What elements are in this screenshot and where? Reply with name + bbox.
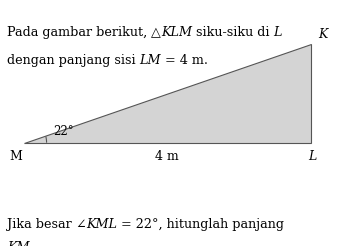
- Text: siku-siku di: siku-siku di: [192, 26, 273, 39]
- Text: Pada gambar berikut,: Pada gambar berikut,: [7, 26, 151, 39]
- Text: KML: KML: [86, 218, 117, 231]
- Text: .: .: [29, 241, 33, 246]
- Text: KM: KM: [7, 241, 29, 246]
- Polygon shape: [24, 44, 310, 143]
- Text: 22°: 22°: [53, 125, 74, 138]
- Text: 4 m: 4 m: [156, 150, 179, 163]
- Text: dengan panjang sisi: dengan panjang sisi: [7, 54, 139, 67]
- Text: M: M: [9, 150, 22, 163]
- Text: = 22°, hitunglah panjang: = 22°, hitunglah panjang: [117, 218, 284, 231]
- Text: Jika besar: Jika besar: [7, 218, 76, 231]
- Text: K: K: [318, 28, 327, 41]
- Text: ∠: ∠: [76, 218, 86, 231]
- Text: L: L: [273, 26, 282, 39]
- Text: △: △: [151, 26, 161, 39]
- Text: L: L: [308, 150, 316, 163]
- Text: = 4 m.: = 4 m.: [161, 54, 208, 67]
- Text: LM: LM: [139, 54, 161, 67]
- Text: KLM: KLM: [161, 26, 192, 39]
